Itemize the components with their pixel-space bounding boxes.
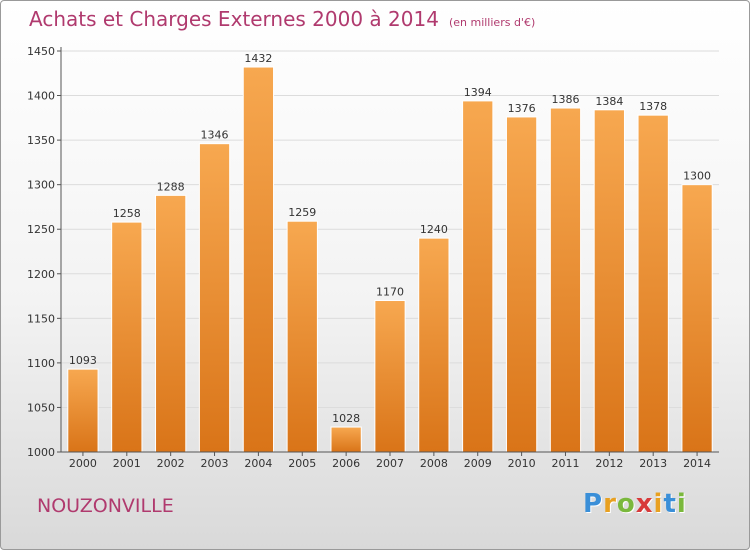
y-tick-label: 1150 xyxy=(27,312,55,325)
bar xyxy=(198,143,231,453)
logo-letter: o xyxy=(616,489,636,519)
bar-value-label: 1028 xyxy=(332,412,360,425)
logo-letter: P xyxy=(583,489,604,519)
logo-letter: x xyxy=(635,489,654,519)
y-tick-label: 1100 xyxy=(27,357,55,370)
bar xyxy=(242,66,275,453)
bar-value-label: 1394 xyxy=(464,86,492,99)
logo-letter: i xyxy=(653,489,664,519)
x-tick-label: 2002 xyxy=(157,457,185,470)
x-tick-label: 2008 xyxy=(420,457,448,470)
y-tick-label: 1300 xyxy=(27,179,55,192)
bar xyxy=(111,221,143,453)
bar-value-label: 1386 xyxy=(551,93,579,106)
bars: 1093 1258 1288 1346 1432 1259 1028 1170 1240 1394… xyxy=(67,52,713,453)
bar xyxy=(593,109,625,453)
x-tick-label: 2013 xyxy=(639,457,667,470)
logo-letter: r xyxy=(603,489,617,519)
x-tick-label: 2011 xyxy=(551,457,579,470)
x-tick-label: 2014 xyxy=(683,457,711,470)
x-tick-label: 2005 xyxy=(288,457,316,470)
bar xyxy=(637,114,669,453)
bar-value-label: 1093 xyxy=(69,354,97,367)
title-row: Achats et Charges Externes 2000 à 2014 (e… xyxy=(29,7,535,31)
bar-value-label: 1259 xyxy=(288,206,316,219)
proxiti-logo: Proxiti xyxy=(583,489,687,519)
bar-value-label: 1288 xyxy=(157,180,185,193)
bar xyxy=(549,107,582,453)
bar-value-label: 1300 xyxy=(683,170,711,183)
bar-value-label: 1346 xyxy=(201,129,229,142)
chart-title: Achats et Charges Externes 2000 à 2014 xyxy=(29,7,439,31)
y-tick-label: 1450 xyxy=(27,45,55,58)
bar xyxy=(462,100,494,453)
y-tick-label: 1250 xyxy=(27,223,55,236)
bar xyxy=(286,220,318,453)
x-tick-label: 2004 xyxy=(244,457,272,470)
logo-letter: t xyxy=(663,489,677,519)
bar xyxy=(330,426,362,453)
y-tick-label: 1400 xyxy=(27,90,55,103)
bar-value-label: 1258 xyxy=(113,207,141,220)
x-tick-label: 2009 xyxy=(464,457,492,470)
x-tick-label: 2001 xyxy=(113,457,141,470)
x-tick-label: 2006 xyxy=(332,457,360,470)
x-tick-label: 2003 xyxy=(201,457,229,470)
bar-value-label: 1240 xyxy=(420,223,448,236)
axes: 1000 1050 1100 1150 1200 1250 1300 1350 1400 1450… xyxy=(27,45,719,470)
bar-value-label: 1378 xyxy=(639,100,667,113)
y-tick-label: 1050 xyxy=(27,401,55,414)
bar xyxy=(418,237,450,453)
bar-value-label: 1432 xyxy=(244,52,272,65)
bar xyxy=(374,300,406,453)
bar xyxy=(681,184,713,453)
bar xyxy=(67,368,99,453)
bar-value-label: 1376 xyxy=(508,102,536,115)
chart-subtitle: (en milliers d'€) xyxy=(448,16,536,29)
x-tick-label: 2012 xyxy=(595,457,623,470)
logo-letter: i xyxy=(676,489,687,519)
y-tick-label: 1350 xyxy=(27,134,55,147)
y-tick-label: 1200 xyxy=(27,268,55,281)
y-tick-label: 1000 xyxy=(27,446,55,459)
bar xyxy=(155,194,187,453)
x-tick-label: 2010 xyxy=(508,457,536,470)
x-tick-label: 2007 xyxy=(376,457,404,470)
x-tick-label: 2000 xyxy=(69,457,97,470)
bar-value-label: 1170 xyxy=(376,286,404,299)
place-name: NOUZONVILLE xyxy=(37,495,174,517)
bar xyxy=(505,116,538,453)
bar-value-label: 1384 xyxy=(595,95,623,108)
